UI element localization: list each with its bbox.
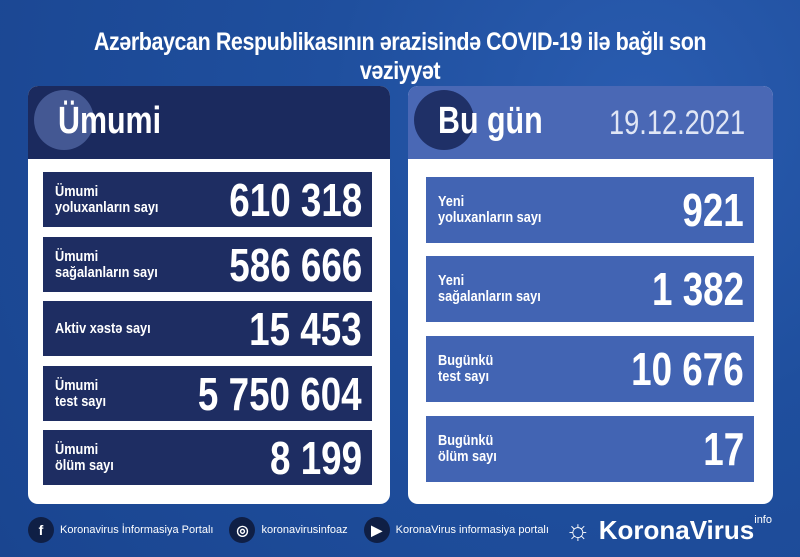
logo-text: KoronaVirus [598, 514, 755, 545]
total-panel: Ümumi Ümumi yoluxanların sayı 610 318 Ümumi… [28, 86, 390, 504]
virus-icon [34, 90, 94, 150]
stat-label-line1: Yeni [438, 193, 465, 210]
facebook-icon: f [28, 517, 54, 543]
stat-row: Ümumi sağalanların sayı 586 666 [43, 237, 372, 292]
stat-label-line1: Ümumi [55, 247, 99, 265]
stat-row: Bugünkü test sayı 10 676 [426, 336, 754, 402]
stat-label-line2: ölüm sayı [438, 448, 497, 465]
youtube-label: KoronaVirus informasiya portalı [395, 524, 549, 536]
stat-label-line2: yoluxanların sayı [438, 209, 542, 226]
stat-label-line2: ölüm sayı [55, 456, 114, 474]
logo-sup: info [754, 514, 772, 526]
stat-label-line2: yoluxanların sayı [55, 198, 159, 216]
stat-label-line1: Yeni [438, 272, 465, 289]
stat-row: Aktiv xəstə sayı 15 453 [43, 301, 372, 356]
facebook-link[interactable]: f Koronavirus İnformasiya Portalı [28, 517, 213, 543]
facebook-label: Koronavirus İnformasiya Portalı [60, 524, 214, 536]
stat-label: Ümumi ölüm sayı [55, 440, 114, 474]
stat-label-line1: Ümumi [55, 376, 99, 394]
virus-icon [414, 90, 474, 150]
stat-value: 1 382 [651, 263, 744, 315]
page-title: Azərbaycan Respublikasının ərazisində CO… [93, 28, 707, 85]
stat-label-line2: test sayı [438, 368, 490, 385]
stat-label-line1: Aktiv xəstə sayı [55, 319, 151, 337]
stat-label-line2: sağalanların sayı [55, 263, 158, 281]
stat-label: Ümumi test sayı [55, 376, 107, 410]
total-header: Ümumi [28, 86, 390, 159]
instagram-label: koronavirusinfoaz [261, 524, 348, 536]
stat-row: Ümumi yoluxanların sayı 610 318 [43, 172, 372, 227]
stat-label-line1: Bugünkü [438, 432, 494, 449]
instagram-link[interactable]: ◎ koronavirusinfoaz [229, 517, 348, 543]
koronavirus-logo: ☼ KoronaVirus info [565, 514, 772, 546]
stat-label-line2: test sayı [55, 392, 107, 410]
instagram-icon: ◎ [229, 517, 256, 543]
stat-value: 610 318 [228, 173, 362, 226]
today-panel: Bu gün 19.12.2021 Yeni yoluxanların sayı 9… [408, 86, 773, 504]
stat-value: 17 [703, 423, 744, 475]
stat-label-line1: Ümumi [55, 440, 99, 458]
today-header: Bu gün 19.12.2021 [408, 86, 773, 159]
stat-label-line1: Ümumi [55, 182, 99, 200]
stat-label: Aktiv xəstə sayı [55, 319, 151, 337]
stat-label: Yeni yoluxanların sayı [438, 194, 541, 226]
today-heading: Bu gün [438, 100, 543, 142]
stat-row: Ümumi ölüm sayı 8 199 [43, 430, 372, 485]
stat-label: Bugünkü test sayı [438, 353, 493, 385]
stat-label: Bugünkü ölüm sayı [438, 433, 497, 465]
stat-value: 5 750 604 [198, 367, 362, 420]
youtube-link[interactable]: ▶ KoronaVirus informasiya portalı [363, 517, 549, 543]
today-date: 19.12.2021 [608, 104, 745, 142]
stat-label-line1: Bugünkü [438, 352, 494, 369]
stat-value: 10 676 [631, 343, 744, 395]
stat-value: 921 [682, 184, 744, 236]
stat-value: 586 666 [228, 238, 362, 291]
stat-value: 8 199 [269, 431, 362, 484]
stat-row: Yeni yoluxanların sayı 921 [426, 177, 754, 243]
sun-icon: ☼ [565, 514, 591, 545]
stat-label: Ümumi sağalanların sayı [55, 247, 158, 281]
stat-label: Ümumi yoluxanların sayı [55, 182, 159, 216]
stat-row: Bugünkü ölüm sayı 17 [426, 416, 754, 482]
stat-row: Yeni sağalanların sayı 1 382 [426, 256, 754, 322]
stat-label-line2: sağalanların sayı [438, 288, 541, 305]
total-heading: Ümumi [58, 100, 162, 142]
footer: f Koronavirus İnformasiya Portalı ◎ korona… [28, 514, 772, 546]
stat-row: Ümumi test sayı 5 750 604 [43, 366, 372, 421]
stat-label: Yeni sağalanların sayı [438, 273, 541, 305]
youtube-icon: ▶ [363, 517, 390, 543]
stat-value: 15 453 [249, 302, 362, 355]
